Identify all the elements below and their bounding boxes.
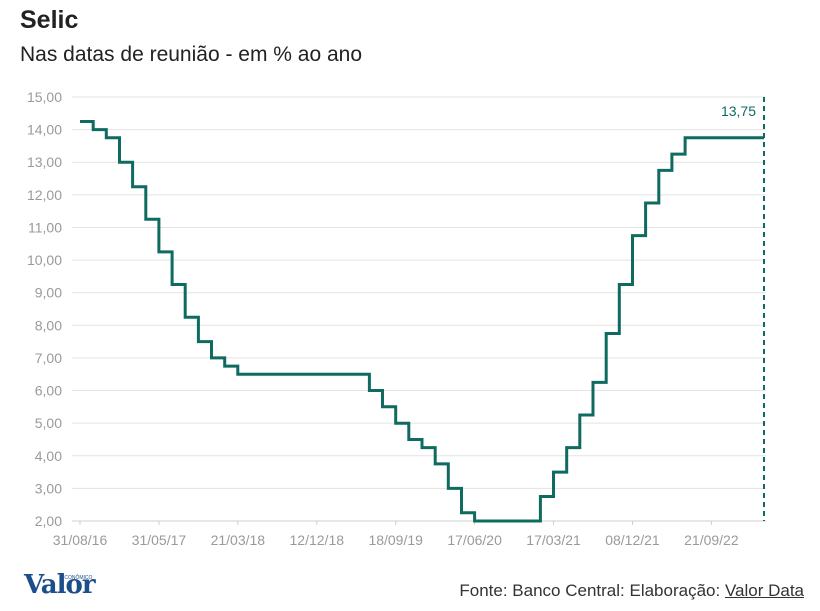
y-tick-label: 9,00 xyxy=(35,285,62,301)
y-tick-label: 3,00 xyxy=(35,480,62,496)
y-tick-label: 10,00 xyxy=(27,252,62,268)
valor-logo: Valor xyxy=(24,570,96,600)
x-tick-label: 31/08/16 xyxy=(53,532,108,548)
y-tick-label: 15,00 xyxy=(27,89,62,105)
source-note: Fonte: Banco Central: Elaboração: Valor … xyxy=(459,581,804,601)
y-tick-label: 12,00 xyxy=(27,187,62,203)
source-text: Fonte: Banco Central: Elaboração: xyxy=(459,581,725,600)
y-tick-label: 11,00 xyxy=(28,219,62,235)
x-tick-label: 08/12/21 xyxy=(605,532,660,548)
source-link[interactable]: Valor Data xyxy=(724,581,804,600)
y-tick-label: 6,00 xyxy=(35,383,62,399)
x-tick-label: 21/09/22 xyxy=(684,532,739,548)
x-tick-label: 31/05/17 xyxy=(132,532,187,548)
x-tick-label: 12/12/18 xyxy=(290,532,345,548)
annotation-label: 13,75 xyxy=(721,103,756,119)
x-tick-label: 17/06/20 xyxy=(447,532,502,548)
x-tick-label: 18/09/19 xyxy=(368,532,423,548)
selic-series-line xyxy=(80,120,764,523)
y-tick-label: 5,00 xyxy=(35,415,62,431)
y-tick-label: 13,00 xyxy=(27,154,62,170)
valor-logo-small-text: ECONÔMICO xyxy=(61,575,93,581)
x-tick-label: 17/03/21 xyxy=(526,532,581,548)
selic-chart: 2,00 3,00 4,00 5,00 6,00 7,00 8,00 9,00 10,00 11,… xyxy=(27,89,766,548)
y-tick-label: 14,00 xyxy=(27,122,62,138)
y-tick-label: 2,00 xyxy=(35,513,62,529)
y-tick-label: 4,00 xyxy=(35,448,62,464)
y-tick-label: 8,00 xyxy=(35,317,62,333)
x-tick-label: 21/03/18 xyxy=(211,532,266,548)
chart-title: Selic xyxy=(20,6,79,34)
chart-subtitle: Nas datas de reunião - em % ao ano xyxy=(20,43,363,66)
y-tick-label: 7,00 xyxy=(35,350,62,366)
